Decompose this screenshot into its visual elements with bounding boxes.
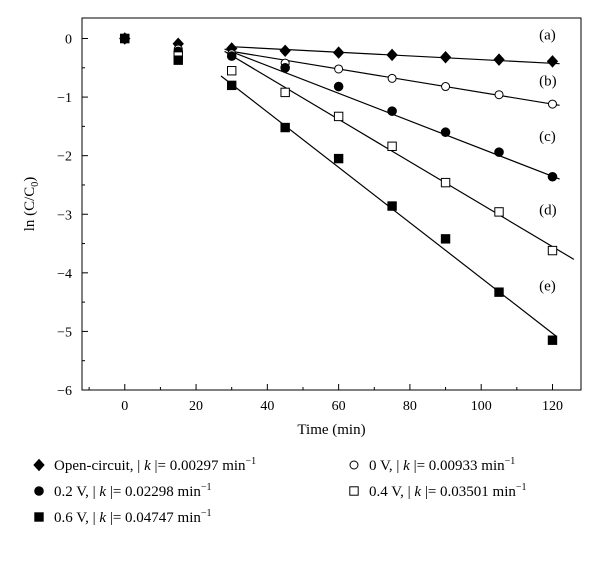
- legend-marker-e: [34, 512, 44, 522]
- curve-label-e: (e): [539, 278, 556, 294]
- x-tick-label: 80: [403, 399, 417, 414]
- x-tick-label: 100: [471, 399, 492, 414]
- data-point-c: [226, 51, 237, 61]
- data-point-e: [547, 335, 558, 345]
- data-point-b: [547, 99, 557, 109]
- y-tick-label: −2: [57, 150, 72, 165]
- legend-label-a: Open-circuit, | k |= 0.00297 min−1: [54, 456, 256, 474]
- x-tick-label: 60: [332, 399, 346, 414]
- fit-line-d: [224, 50, 575, 260]
- plot-area: (a) (b) (c) (d) (e): [119, 28, 575, 345]
- x-tick-label: 0: [121, 399, 128, 414]
- legend-item-e: 0.6 V, | k |= 0.04747 min−1: [34, 508, 212, 526]
- legend-label-c: 0.2 V, | k |= 0.02298 min−1: [54, 482, 212, 500]
- data-point-b: [387, 73, 397, 83]
- plot-frame: [81, 17, 582, 391]
- legend-item-d: 0.4 V, | k |= 0.03501 min−1: [349, 482, 527, 500]
- data-point-d: [440, 177, 451, 188]
- y-tick-label: −6: [57, 384, 72, 399]
- data-point-e: [387, 201, 397, 211]
- x-tick-label: 20: [189, 399, 203, 414]
- data-point-e: [440, 234, 451, 244]
- curve-label-b: (b): [539, 73, 557, 89]
- data-point-c: [387, 106, 397, 116]
- curve-label-d: (d): [539, 202, 557, 218]
- data-point-e: [333, 153, 344, 164]
- y-tick-label: 0: [65, 33, 72, 48]
- curve-label-c: (c): [539, 129, 556, 145]
- data-point-c: [547, 171, 558, 182]
- x-axis-title: Time (min): [297, 422, 365, 438]
- y-axis-title: ln (C/C0): [22, 177, 41, 232]
- data-point-c: [494, 147, 504, 157]
- x-tick-label: 120: [542, 399, 563, 414]
- data-point-a: [386, 48, 398, 62]
- data-point-e: [280, 122, 290, 133]
- axes: 0 20 40 60 80 100 120 0 −1 −2 −3 −4 −5 −6 Time (min) ln…: [22, 17, 582, 438]
- data-point-a: [546, 55, 559, 68]
- data-point-c: [333, 81, 344, 92]
- y-tick-label: −3: [57, 208, 72, 223]
- data-point-d: [280, 87, 290, 98]
- legend-item-a: Open-circuit, | k |= 0.00297 min−1: [33, 456, 256, 474]
- y-tick-label: −5: [57, 325, 72, 340]
- legend-marker-a: [33, 458, 45, 472]
- data-point-a: [279, 44, 291, 58]
- data-point-d: [333, 111, 344, 122]
- data-point-c: [440, 127, 451, 138]
- legend-label-e: 0.6 V, | k |= 0.04747 min−1: [54, 508, 212, 526]
- data-point-a: [493, 53, 505, 66]
- data-point-b: [441, 82, 451, 92]
- legend-item-b: 0 V, | k |= 0.00933 min−1: [349, 456, 515, 474]
- data-point-e: [494, 287, 504, 297]
- data-point-c: [280, 62, 290, 73]
- data-point-b: [334, 64, 344, 74]
- legend-label-b: 0 V, | k |= 0.00933 min−1: [369, 456, 515, 474]
- data-point-d: [547, 245, 558, 256]
- data-point-d: [494, 207, 504, 217]
- data-point-d: [227, 66, 237, 76]
- x-tick-label: 40: [260, 399, 274, 414]
- y-tick-label: −4: [57, 267, 72, 282]
- data-point-a: [439, 51, 452, 64]
- data-point-e: [120, 33, 130, 44]
- data-point-e: [227, 80, 237, 91]
- legend: Open-circuit, | k |= 0.00297 min−1 0 V, |…: [33, 456, 527, 526]
- data-point-e: [173, 55, 183, 65]
- legend-marker-c: [34, 486, 44, 496]
- data-point-d: [387, 141, 397, 151]
- legend-label-d: 0.4 V, | k |= 0.03501 min−1: [369, 482, 527, 500]
- legend-marker-b: [349, 460, 359, 470]
- data-point-b: [494, 90, 504, 100]
- curve-label-a: (a): [539, 28, 556, 44]
- legend-marker-d: [349, 486, 359, 496]
- data-point-a: [332, 46, 345, 59]
- legend-item-c: 0.2 V, | k |= 0.02298 min−1: [34, 482, 212, 500]
- y-tick-label: −1: [57, 91, 72, 106]
